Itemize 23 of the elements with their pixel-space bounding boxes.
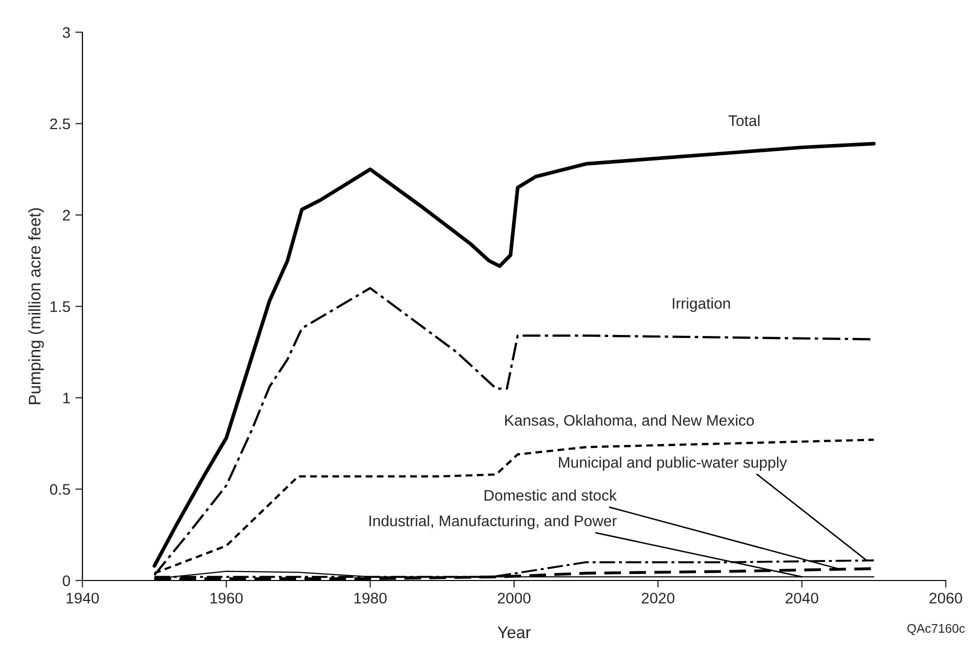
y-tick-label: 2.5 — [50, 118, 70, 130]
x-tick-label: 1940 — [66, 592, 99, 604]
x-tick-label: 1980 — [354, 592, 387, 604]
x-axis-title: Year — [498, 626, 531, 638]
text: Municipal and public-water supply — [558, 456, 787, 471]
y-tick-label: 2 — [62, 210, 70, 221]
y-tick-label: 1.5 — [50, 301, 70, 312]
y-axis-title: Pumping (million acre feet) — [28, 208, 44, 404]
y-tick-label: 0.5 — [50, 484, 70, 495]
x-tick-label: 2040 — [786, 592, 818, 604]
text: QAc7160c — [907, 624, 965, 636]
x-tick-label: 2020 — [642, 592, 674, 604]
series-label: Irrigation — [672, 298, 730, 312]
text: Industrial, Manufacturing, and Power — [370, 515, 617, 530]
x-tick-label: 2000 — [498, 592, 530, 604]
y-tick-label: 1 — [63, 392, 70, 404]
x-tick-label: 1960 — [210, 592, 243, 604]
series-label: Kansas, Oklahoma, and New Mexico — [505, 414, 754, 428]
series-label: Total — [728, 114, 760, 126]
text: Domestic and stock — [484, 490, 617, 501]
x-tick-label: 2060 — [930, 592, 962, 604]
y-tick-label: 3 — [62, 27, 70, 38]
y-tick-label: 0 — [62, 575, 70, 586]
